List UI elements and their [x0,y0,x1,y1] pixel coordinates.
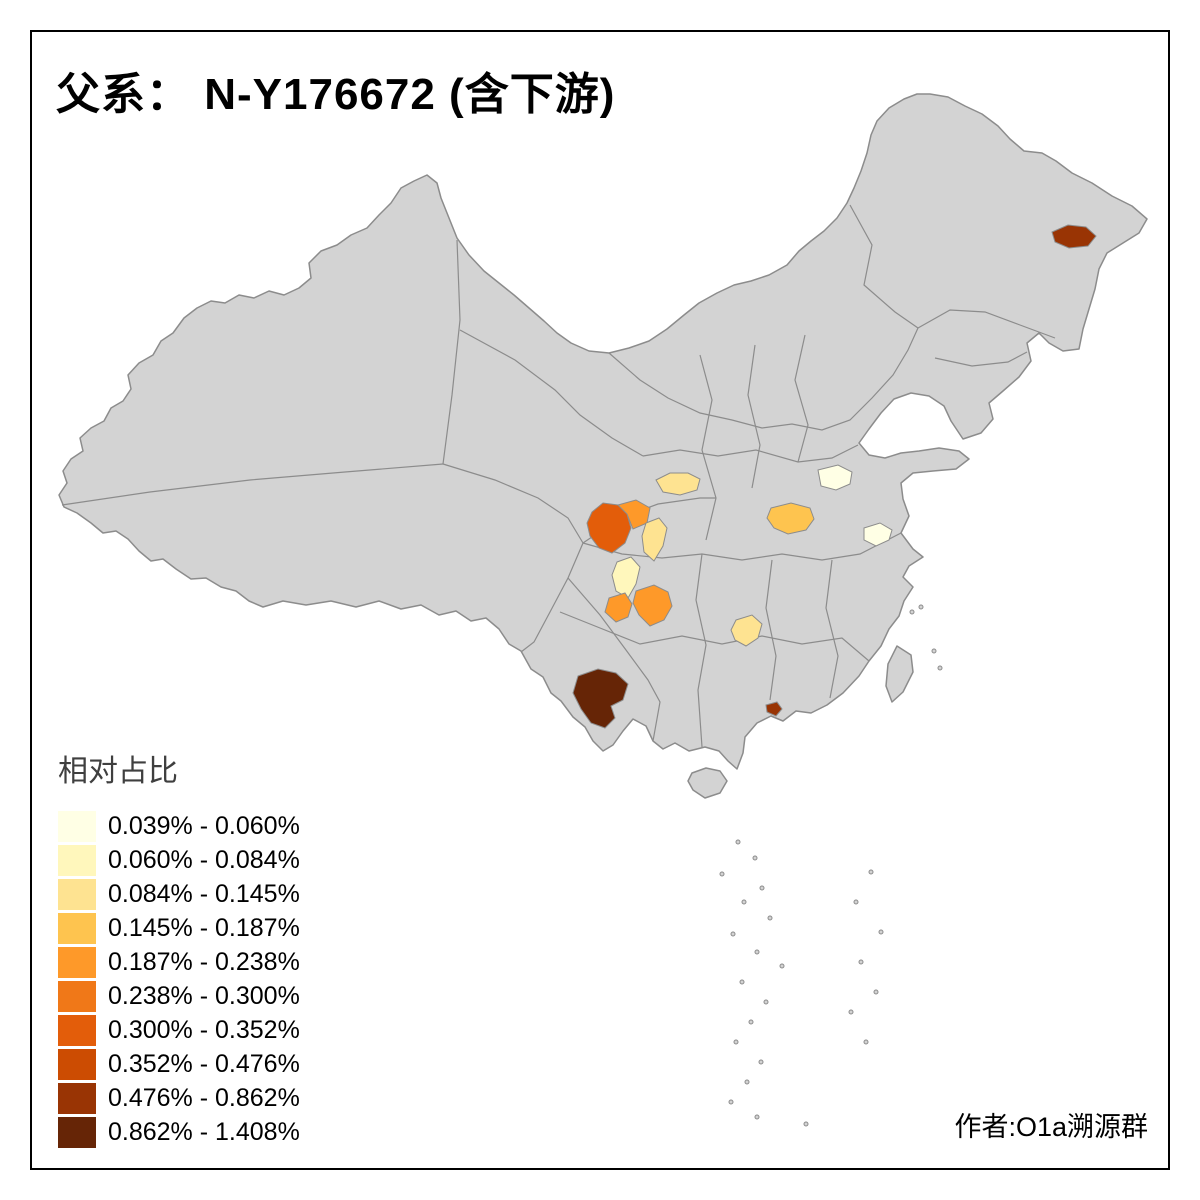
taiwan-island [885,645,914,703]
legend-items: 0.039% - 0.060% 0.060% - 0.084% 0.084% - 0… [58,810,300,1149]
island-dot [909,609,915,615]
legend: 相对占比 0.039% - 0.060% 0.060% - 0.084% 0.084… [58,746,300,1150]
legend-label: 0.862% - 1.408% [108,1118,300,1146]
legend-label: 0.060% - 0.084% [108,846,300,874]
legend-item: 0.039% - 0.060% [58,810,300,843]
region-shandong-west [817,464,853,491]
legend-swatch [58,845,96,876]
legend-swatch [58,981,96,1012]
province-borders [61,204,1056,748]
legend-swatch [58,1049,96,1080]
legend-item: 0.060% - 0.084% [58,844,300,877]
legend-item: 0.300% - 0.352% [58,1014,300,1047]
legend-item: 0.352% - 0.476% [58,1048,300,1081]
region-chongqing-southwest [632,584,673,627]
legend-swatch [58,811,96,842]
map-title: 父系： N-Y176672 (含下游) [56,70,616,119]
legend-swatch [58,913,96,944]
island-dot [735,839,741,845]
island-dot [848,1009,854,1015]
legend-label: 0.352% - 0.476% [108,1050,300,1078]
island-dot [873,989,879,995]
region-sichuan-northwest [586,502,632,554]
legend-label: 0.476% - 0.862% [108,1084,300,1112]
island-dot [758,1059,764,1065]
legend-item: 0.238% - 0.300% [58,980,300,1013]
island-dot [748,1019,754,1025]
attribution: 作者:O1a溯源群 [954,1112,1148,1142]
legend-title: 相对占比 [58,755,178,788]
hainan-island [687,767,728,799]
island-dot [752,855,758,861]
region-heilongjiang-east [1051,224,1097,249]
legend-swatch [58,879,96,910]
region-hunan-central [730,614,763,647]
island-dot [803,1121,809,1127]
island-dot [767,915,773,921]
island-dot [918,604,924,610]
region-yunnan-south [572,668,629,729]
island-dot [868,869,874,875]
legend-swatch [58,1015,96,1046]
island-dot [779,963,785,969]
region-guangdong-delta [765,701,783,717]
island-dot [730,931,736,937]
legend-item: 0.145% - 0.187% [58,912,300,945]
south-china-sea-islands [719,604,943,1127]
legend-label: 0.145% - 0.187% [108,914,300,942]
island-dot [853,899,859,905]
island-dot [754,949,760,955]
island-dot [863,1039,869,1045]
legend-label: 0.039% - 0.060% [108,812,300,840]
island-dot [931,648,937,654]
island-dot [733,1039,739,1045]
legend-label: 0.187% - 0.238% [108,948,300,976]
legend-label: 0.300% - 0.352% [108,1016,300,1044]
island-dot [741,899,747,905]
legend-label: 0.084% - 0.145% [108,880,300,908]
region-gansu-south [655,472,701,496]
legend-swatch [58,947,96,978]
legend-label: 0.238% - 0.300% [108,982,300,1010]
legend-swatch [58,1117,96,1148]
island-dot [739,979,745,985]
island-dot [763,999,769,1005]
legend-item: 0.084% - 0.145% [58,878,300,911]
island-dot [878,929,884,935]
legend-item: 0.187% - 0.238% [58,946,300,979]
legend-item: 0.476% - 0.862% [58,1082,300,1115]
island-dot [858,959,864,965]
legend-swatch [58,1083,96,1114]
island-dot [728,1099,734,1105]
island-dot [719,871,725,877]
region-henan-south [766,502,815,535]
region-sichuan-east-pale [641,517,668,562]
region-jiangsu-central [863,522,893,547]
island-dot [937,665,943,671]
region-sichuan-central [611,556,641,599]
island-dot [744,1079,750,1085]
region-sichuan-south [604,592,633,623]
island-dot [759,885,765,891]
highlight-regions [572,224,1097,729]
island-dot [754,1114,760,1120]
legend-item: 0.862% - 1.408% [58,1116,300,1149]
